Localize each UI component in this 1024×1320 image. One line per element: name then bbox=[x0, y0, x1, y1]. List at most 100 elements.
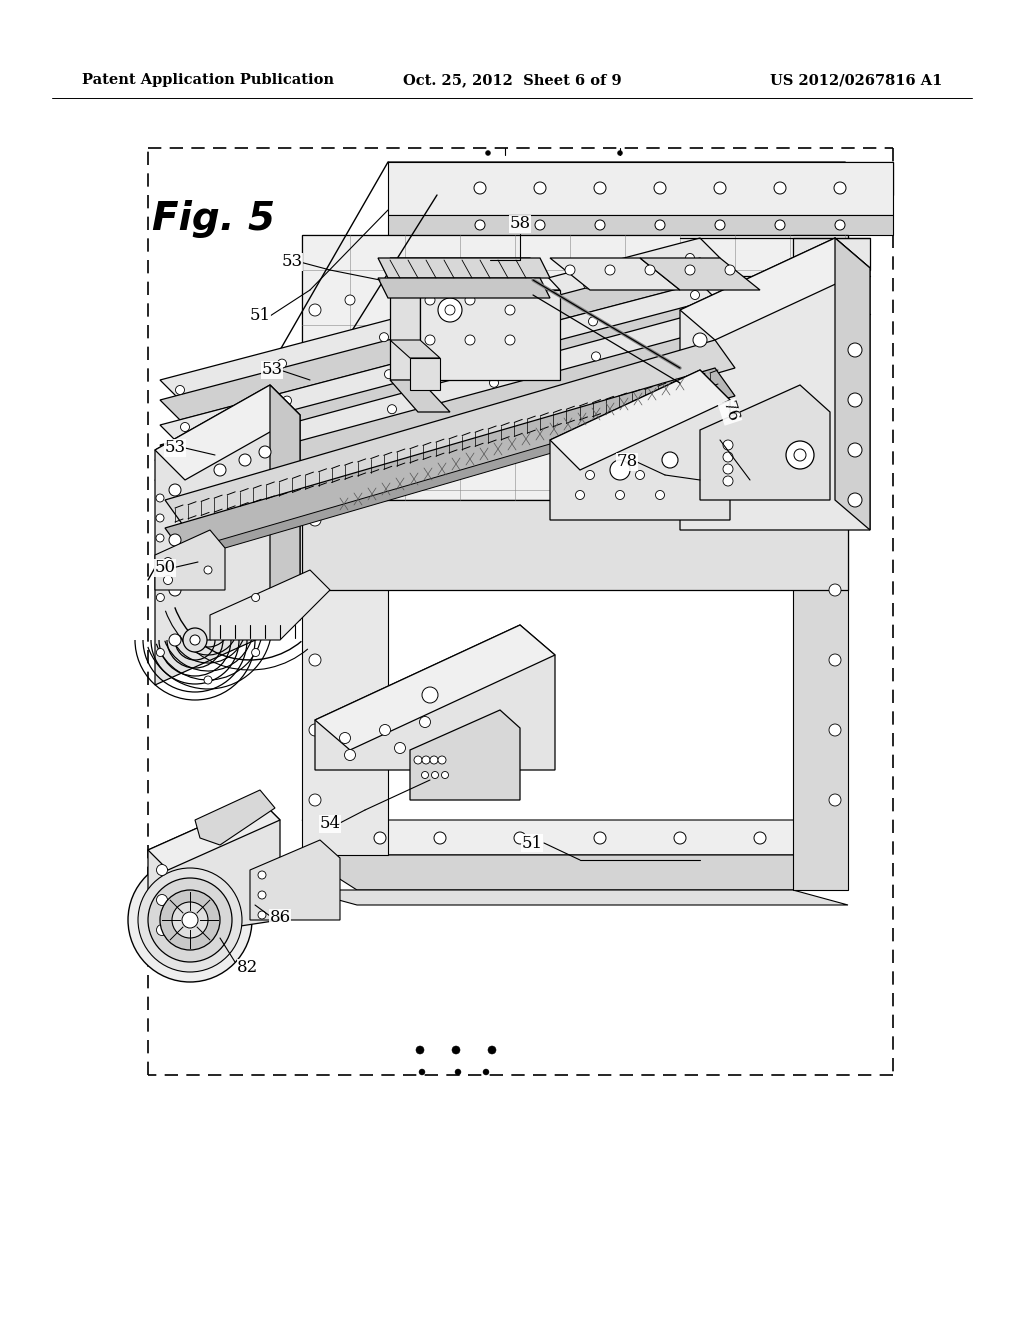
Circle shape bbox=[340, 733, 350, 743]
Circle shape bbox=[848, 393, 862, 407]
Text: 51: 51 bbox=[250, 308, 270, 325]
Circle shape bbox=[514, 832, 526, 843]
Circle shape bbox=[345, 294, 355, 305]
Text: 53: 53 bbox=[282, 253, 302, 271]
Circle shape bbox=[394, 742, 406, 754]
Circle shape bbox=[693, 433, 707, 447]
Circle shape bbox=[605, 265, 615, 275]
Circle shape bbox=[848, 444, 862, 457]
Circle shape bbox=[465, 335, 475, 345]
Circle shape bbox=[258, 891, 266, 899]
Circle shape bbox=[148, 878, 232, 962]
Circle shape bbox=[615, 491, 625, 499]
Polygon shape bbox=[148, 800, 280, 870]
Circle shape bbox=[164, 576, 172, 585]
Circle shape bbox=[252, 594, 260, 602]
Polygon shape bbox=[148, 800, 280, 940]
Circle shape bbox=[156, 494, 164, 502]
Circle shape bbox=[169, 634, 181, 645]
Polygon shape bbox=[378, 257, 550, 279]
Circle shape bbox=[594, 832, 606, 843]
Circle shape bbox=[157, 594, 165, 602]
Polygon shape bbox=[302, 855, 848, 890]
Circle shape bbox=[786, 441, 814, 469]
Circle shape bbox=[586, 470, 595, 479]
Circle shape bbox=[441, 771, 449, 779]
Polygon shape bbox=[550, 257, 680, 290]
Circle shape bbox=[693, 483, 707, 498]
Circle shape bbox=[829, 723, 841, 737]
Circle shape bbox=[452, 1045, 460, 1053]
Circle shape bbox=[505, 305, 515, 315]
Circle shape bbox=[431, 771, 438, 779]
Circle shape bbox=[690, 290, 699, 300]
Circle shape bbox=[474, 182, 486, 194]
Text: Patent Application Publication: Patent Application Publication bbox=[82, 73, 334, 87]
Circle shape bbox=[309, 444, 321, 455]
Circle shape bbox=[309, 723, 321, 737]
Polygon shape bbox=[210, 570, 330, 640]
Circle shape bbox=[829, 444, 841, 455]
Polygon shape bbox=[420, 290, 560, 380]
Circle shape bbox=[157, 924, 168, 936]
Circle shape bbox=[485, 355, 495, 366]
Circle shape bbox=[438, 756, 446, 764]
Circle shape bbox=[610, 459, 630, 480]
Circle shape bbox=[214, 465, 226, 477]
Polygon shape bbox=[155, 531, 225, 590]
Circle shape bbox=[829, 795, 841, 807]
Polygon shape bbox=[160, 282, 720, 445]
Circle shape bbox=[445, 305, 455, 315]
Circle shape bbox=[775, 220, 785, 230]
Polygon shape bbox=[302, 500, 848, 590]
Polygon shape bbox=[700, 385, 830, 500]
Circle shape bbox=[374, 832, 386, 843]
Circle shape bbox=[258, 871, 266, 879]
Circle shape bbox=[157, 865, 168, 875]
Circle shape bbox=[204, 566, 212, 574]
Circle shape bbox=[180, 422, 189, 432]
Circle shape bbox=[415, 436, 425, 445]
Circle shape bbox=[239, 454, 251, 466]
Polygon shape bbox=[640, 257, 760, 290]
Circle shape bbox=[415, 294, 425, 305]
Circle shape bbox=[715, 220, 725, 230]
Polygon shape bbox=[160, 238, 720, 400]
Text: 58: 58 bbox=[509, 215, 530, 232]
Circle shape bbox=[286, 432, 295, 440]
Circle shape bbox=[258, 911, 266, 919]
Polygon shape bbox=[302, 820, 848, 855]
Circle shape bbox=[695, 414, 705, 425]
Circle shape bbox=[252, 648, 260, 656]
Polygon shape bbox=[155, 385, 300, 480]
Circle shape bbox=[765, 414, 775, 425]
Circle shape bbox=[344, 750, 355, 760]
Circle shape bbox=[309, 374, 321, 385]
Circle shape bbox=[848, 343, 862, 356]
Circle shape bbox=[829, 653, 841, 667]
Polygon shape bbox=[793, 238, 870, 271]
Circle shape bbox=[695, 355, 705, 366]
Polygon shape bbox=[550, 370, 730, 520]
Circle shape bbox=[695, 294, 705, 305]
Circle shape bbox=[489, 379, 499, 387]
Circle shape bbox=[259, 446, 271, 458]
Circle shape bbox=[595, 220, 605, 230]
Text: 78: 78 bbox=[616, 454, 638, 470]
Polygon shape bbox=[390, 341, 440, 358]
Circle shape bbox=[434, 832, 446, 843]
Text: 51: 51 bbox=[521, 834, 543, 851]
Polygon shape bbox=[680, 238, 870, 341]
Polygon shape bbox=[155, 385, 300, 685]
Polygon shape bbox=[315, 624, 555, 750]
Circle shape bbox=[625, 294, 635, 305]
Circle shape bbox=[309, 653, 321, 667]
Circle shape bbox=[695, 436, 705, 445]
Circle shape bbox=[156, 513, 164, 521]
Circle shape bbox=[555, 355, 565, 366]
Circle shape bbox=[183, 458, 193, 466]
Circle shape bbox=[565, 265, 575, 275]
Circle shape bbox=[534, 182, 546, 194]
Circle shape bbox=[483, 1069, 489, 1074]
Circle shape bbox=[169, 535, 181, 546]
